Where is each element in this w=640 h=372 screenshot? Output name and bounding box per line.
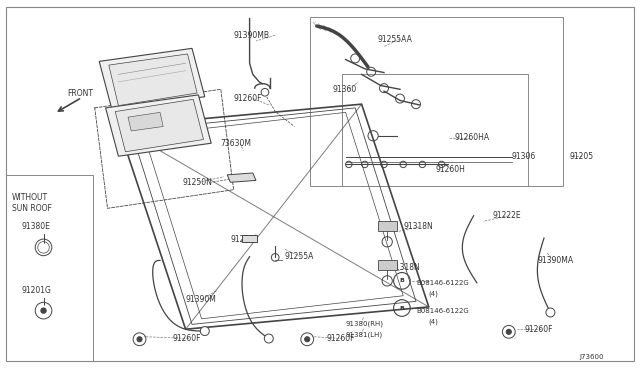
Ellipse shape <box>137 337 142 342</box>
Text: 91260F: 91260F <box>525 325 554 334</box>
Text: WITHOUT: WITHOUT <box>12 193 47 202</box>
Text: 91318N: 91318N <box>390 263 420 272</box>
Text: 91255A: 91255A <box>285 252 314 261</box>
Polygon shape <box>115 99 204 152</box>
Bar <box>310 17 563 186</box>
Text: 91260F: 91260F <box>234 94 262 103</box>
Ellipse shape <box>40 307 47 314</box>
Polygon shape <box>128 112 163 131</box>
Text: 91306: 91306 <box>512 152 536 161</box>
Text: 91250N: 91250N <box>182 178 212 187</box>
Text: 91380(RH): 91380(RH) <box>346 320 383 327</box>
Bar <box>342 74 528 186</box>
Polygon shape <box>227 173 256 182</box>
Ellipse shape <box>264 334 273 343</box>
Text: 91255AA: 91255AA <box>378 35 412 44</box>
Text: 91360: 91360 <box>333 85 357 94</box>
Polygon shape <box>378 260 397 270</box>
Text: 91295: 91295 <box>230 235 255 244</box>
Text: (4): (4) <box>429 318 438 325</box>
Polygon shape <box>109 54 197 106</box>
Text: B: B <box>399 278 404 283</box>
Text: 91390MB: 91390MB <box>234 31 269 40</box>
Text: 91390M: 91390M <box>186 295 216 304</box>
Text: 91260HA: 91260HA <box>454 133 490 142</box>
Text: 91390MA: 91390MA <box>538 256 573 265</box>
Ellipse shape <box>261 89 269 96</box>
Text: 91210: 91210 <box>163 53 187 62</box>
Text: 91380E: 91380E <box>21 222 50 231</box>
Polygon shape <box>378 221 397 231</box>
Text: (4): (4) <box>429 291 438 297</box>
Text: B08146-6122G: B08146-6122G <box>416 308 468 314</box>
Ellipse shape <box>546 308 555 317</box>
Text: 91222E: 91222E <box>493 211 522 220</box>
Text: SUN ROOF: SUN ROOF <box>12 204 51 213</box>
Polygon shape <box>106 95 211 156</box>
Text: 91205: 91205 <box>570 152 594 161</box>
Ellipse shape <box>40 244 47 251</box>
Text: 91260F: 91260F <box>173 334 202 343</box>
Ellipse shape <box>506 329 511 334</box>
Text: B: B <box>399 305 404 311</box>
Ellipse shape <box>38 305 49 316</box>
Text: 73630M: 73630M <box>221 139 252 148</box>
Text: 91381(LH): 91381(LH) <box>346 331 383 338</box>
Text: 91260H: 91260H <box>435 165 465 174</box>
Text: B08146-6122G: B08146-6122G <box>416 280 468 286</box>
Text: FRONT: FRONT <box>67 89 93 97</box>
Ellipse shape <box>200 327 209 336</box>
Polygon shape <box>242 235 257 242</box>
Text: 91201G: 91201G <box>21 286 51 295</box>
Polygon shape <box>99 48 205 110</box>
Text: 91260F: 91260F <box>326 334 355 343</box>
Text: J73600: J73600 <box>579 354 604 360</box>
Ellipse shape <box>305 337 310 342</box>
Bar <box>6 175 93 361</box>
Text: 91318N: 91318N <box>403 222 433 231</box>
